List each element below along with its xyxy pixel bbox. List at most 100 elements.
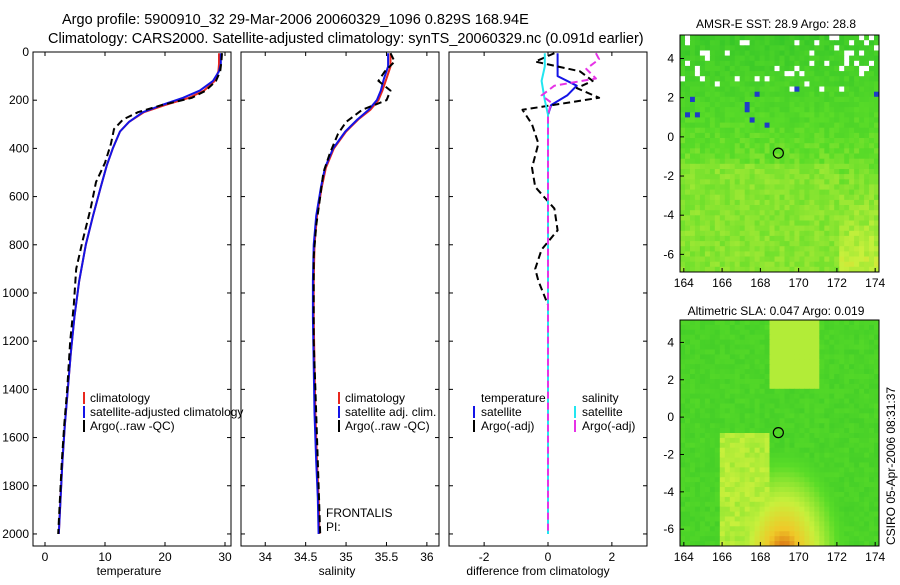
heatmap-cell: [729, 408, 736, 414]
heatmap-cell: [690, 364, 696, 370]
heatmap-cell: [734, 408, 741, 414]
heatmap-cell: [724, 339, 731, 346]
heatmap-cell: [699, 383, 706, 390]
heatmap-cell: [724, 251, 731, 258]
heatmap-cell: [819, 102, 825, 108]
heatmap-cell: [829, 462, 835, 468]
heatmap-cell: [834, 199, 840, 206]
heatmap-cell: [789, 199, 796, 206]
heatmap-cell: [685, 45, 691, 52]
heatmap-cell: [859, 403, 865, 409]
heatmap-cell: [764, 501, 771, 508]
heatmap-cell: [699, 143, 706, 149]
heatmap-cell: [824, 482, 830, 488]
heatmap-cell: [874, 383, 879, 390]
heatmap-cell: [854, 199, 860, 206]
heatmap-cell: [769, 354, 776, 360]
heatmap-cell: [749, 369, 756, 375]
heatmap-cell: [874, 102, 879, 108]
heatmap-cell: [690, 492, 696, 498]
heatmap-cell: [744, 199, 751, 206]
heatmap-cell: [814, 256, 820, 263]
heatmap-cell: [680, 210, 686, 216]
heatmap-cell: [789, 354, 796, 360]
heatmap-cell: [869, 457, 875, 464]
heatmap-cell: [680, 127, 686, 134]
heatmap-cell: [864, 482, 870, 488]
heatmap-cell: [685, 506, 691, 513]
heatmap-cell: [814, 398, 820, 405]
heatmap-cell: [764, 91, 771, 98]
heatmap-cell: [839, 55, 845, 62]
heatmap-cell: [809, 472, 815, 478]
heatmap-cell: [690, 169, 696, 175]
heatmap-cell: [784, 349, 791, 355]
heatmap-cell: [719, 487, 726, 493]
heatmap-cell: [729, 433, 736, 439]
heatmap-cell: [774, 501, 781, 508]
heatmap-cell: [784, 210, 791, 216]
heatmap-cell: [799, 86, 805, 93]
heatmap-cell: [849, 467, 855, 473]
heatmap-cell: [809, 501, 815, 508]
heatmap-cell: [699, 482, 706, 488]
heatmap-cell: [874, 329, 879, 336]
heatmap-cell: [749, 55, 756, 62]
heatmap-cell: [704, 189, 711, 196]
heatmap-cell: [694, 329, 701, 336]
heatmap-cell: [829, 163, 835, 170]
heatmap-cell: [814, 492, 820, 498]
heatmap-cell: [839, 261, 845, 268]
map-y-tick-label: -6: [663, 522, 674, 536]
heatmap-cell: [754, 339, 761, 346]
heatmap-cell: [854, 50, 860, 57]
heatmap-cell: [699, 251, 706, 258]
heatmap-cell: [854, 462, 860, 468]
heatmap-cell: [749, 102, 756, 108]
heatmap-cell: [789, 158, 796, 165]
heatmap-cell: [685, 516, 691, 522]
heatmap-cell: [739, 184, 746, 191]
heatmap-cell: [694, 76, 701, 82]
heatmap-cell: [769, 256, 776, 263]
heatmap-cell: [824, 210, 830, 216]
heatmap-cell: [829, 339, 835, 346]
heatmap-cell: [714, 511, 721, 518]
heatmap-cell: [844, 189, 850, 196]
heatmap-cell: [829, 379, 835, 385]
heatmap-cell: [685, 413, 691, 419]
heatmap-cell: [764, 76, 771, 82]
heatmap-cell: [704, 506, 711, 513]
heatmap-cell: [864, 374, 870, 380]
heatmap-cell: [844, 369, 850, 375]
heatmap-cell: [864, 65, 870, 72]
heatmap-cell: [799, 398, 805, 405]
heatmap-cell: [794, 241, 800, 247]
heatmap-cell: [709, 374, 716, 380]
heatmap-cell: [804, 433, 810, 439]
heatmap-cell: [779, 354, 786, 360]
heatmap-cell: [724, 143, 731, 149]
heatmap-cell: [864, 127, 870, 134]
heatmap-cell: [719, 132, 726, 139]
heatmap-cell: [824, 184, 830, 191]
sst-map-frame: [679, 34, 880, 273]
heatmap-cell: [719, 96, 726, 103]
heatmap-cell: [839, 428, 845, 434]
heatmap-cell: [789, 364, 796, 370]
heatmap-cell: [829, 477, 835, 483]
heatmap-cell: [749, 383, 756, 390]
heatmap-cell: [724, 369, 731, 375]
heatmap-cell: [784, 324, 791, 331]
heatmap-cell: [739, 408, 746, 414]
heatmap-cell: [804, 339, 810, 346]
heatmap-cell: [874, 457, 879, 464]
heatmap-cell: [759, 334, 766, 341]
heatmap-cell: [854, 122, 860, 129]
heatmap-cell: [779, 462, 786, 468]
heatmap-cell: [734, 374, 741, 380]
heatmap-cell: [769, 379, 776, 385]
heatmap-cell: [699, 487, 706, 493]
heatmap-cell: [844, 418, 850, 424]
heatmap-cell: [839, 220, 845, 227]
